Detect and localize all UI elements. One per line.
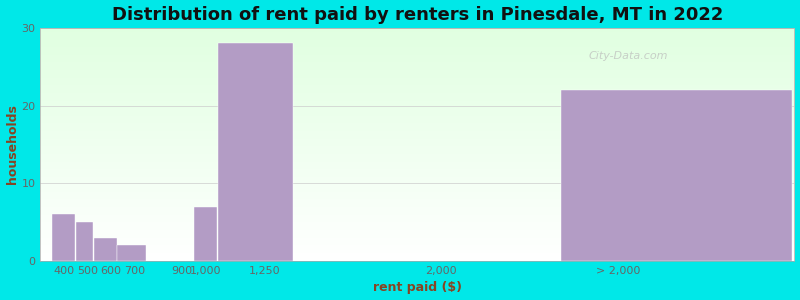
Text: City-Data.com: City-Data.com: [589, 51, 668, 61]
Bar: [94, 238, 117, 261]
X-axis label: rent paid ($): rent paid ($): [373, 281, 462, 294]
Bar: [52, 214, 75, 261]
Bar: [76, 222, 93, 261]
Bar: [218, 44, 293, 261]
Y-axis label: households: households: [6, 104, 18, 184]
Bar: [118, 245, 146, 261]
Title: Distribution of rent paid by renters in Pinesdale, MT in 2022: Distribution of rent paid by renters in …: [112, 6, 723, 24]
Bar: [194, 207, 217, 261]
Bar: [561, 90, 792, 261]
